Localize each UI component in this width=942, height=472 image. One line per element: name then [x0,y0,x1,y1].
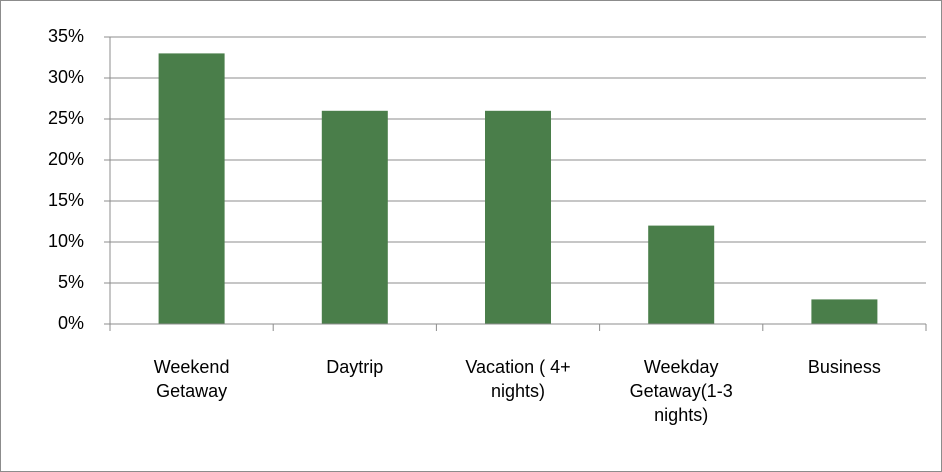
y-tick-label: 25% [48,108,84,128]
x-tick-label: Business [807,357,881,377]
x-tick-label: Daytrip [326,357,384,377]
bar [648,225,715,324]
bar [485,110,551,324]
y-tick-label: 0% [58,313,84,333]
x-tick-label: Weekday Getaway(1-3 nights) [629,357,733,425]
y-tick-label: 15% [48,190,84,210]
y-tick-label: 30% [48,67,84,87]
bar [158,53,225,325]
bar [811,299,878,324]
y-tick-label: 5% [58,272,84,292]
bar [321,110,388,324]
y-tick-label: 20% [48,149,84,169]
x-tick-label: Weekend Getaway [153,357,230,401]
y-tick-label: 10% [48,231,84,251]
y-tick-label: 35% [48,26,84,46]
x-tick-label: Vacation ( 4+ nights) [465,357,571,401]
